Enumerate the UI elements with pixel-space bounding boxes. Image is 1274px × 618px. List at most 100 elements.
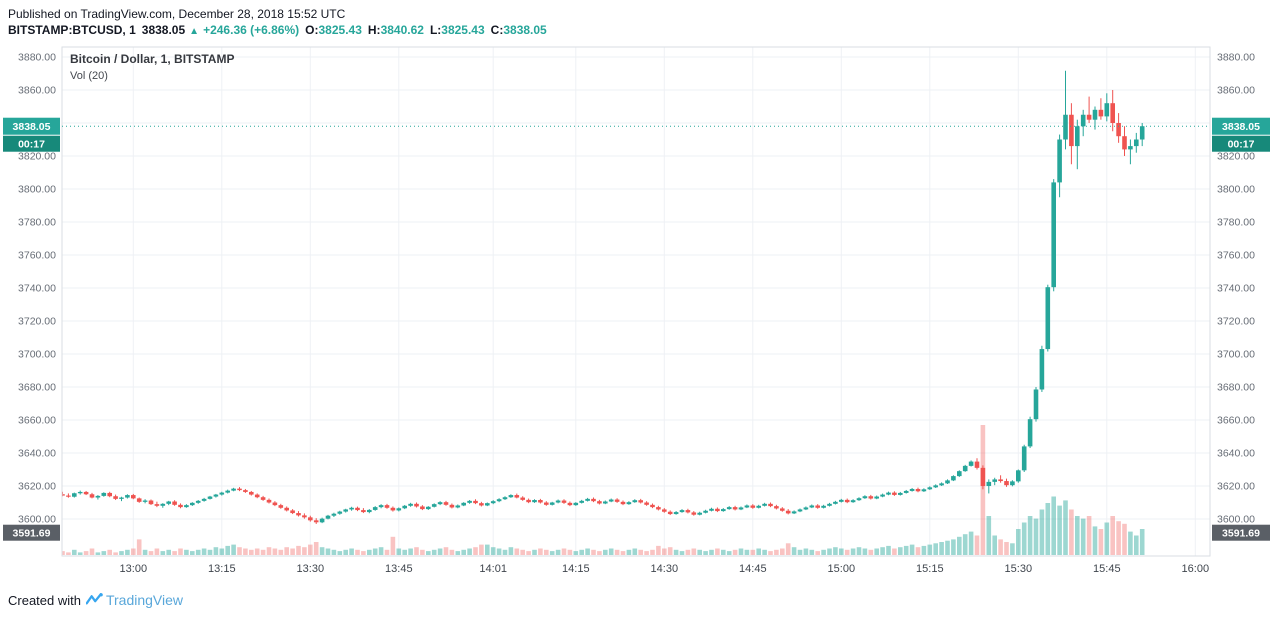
time-axis-label: 14:01	[479, 563, 507, 575]
countdown-badge-left	[3, 135, 60, 152]
candle-body	[1092, 109, 1098, 120]
volume-bar	[113, 552, 118, 555]
last-price-badge-right	[1212, 117, 1270, 135]
volume-bar	[508, 547, 514, 555]
volume-bar	[207, 549, 213, 555]
volume-bar	[260, 549, 266, 555]
volume-bar	[1010, 543, 1015, 555]
up-arrow-icon: ▲	[189, 26, 200, 37]
candle-body	[709, 508, 714, 511]
volume-bar	[774, 549, 779, 555]
volume-bar	[62, 551, 65, 555]
volume-bar	[933, 543, 938, 555]
candle-body	[390, 507, 396, 511]
candle-body	[738, 507, 744, 510]
volume-bar	[178, 548, 183, 555]
candle-body	[915, 488, 921, 492]
volume-bar	[1063, 500, 1068, 555]
candle-body	[561, 500, 567, 503]
candle-body	[697, 512, 702, 515]
session-low-badge-left-text: 3591.69	[13, 528, 51, 540]
candle-body	[532, 500, 537, 503]
tradingview-link[interactable]: TradingView	[85, 592, 184, 608]
candle-body	[125, 495, 130, 498]
candle-body	[921, 489, 927, 492]
candle-body	[473, 500, 478, 504]
time-axis-label: 13:15	[208, 563, 236, 575]
candle-body	[898, 492, 903, 495]
volume-bar	[886, 545, 891, 555]
candle-body	[213, 494, 219, 497]
candle-body	[467, 500, 472, 503]
price-axis-label: 3820.00	[18, 151, 56, 163]
volume-bar	[308, 544, 313, 555]
volume-bar	[496, 548, 502, 555]
volume-bar	[555, 549, 561, 555]
volume-bar	[201, 548, 207, 555]
volume-bar	[909, 544, 915, 555]
ohlc-low: L:3825.43	[429, 23, 485, 37]
volume-bar	[968, 531, 974, 555]
price-axis-label: 3720.00	[18, 316, 56, 328]
volume-bar	[1057, 505, 1062, 555]
volume-bar	[809, 549, 815, 555]
volume-bar	[962, 534, 968, 555]
volume-bar	[272, 548, 278, 555]
volume-bar	[243, 548, 248, 555]
candle-body	[791, 511, 797, 514]
volume-bar	[1027, 516, 1033, 555]
volume-bar	[732, 549, 738, 555]
volume-bar	[237, 547, 242, 555]
candle-body	[1016, 470, 1021, 482]
price-axis-label: 3880.00	[1217, 52, 1255, 64]
volume-bar	[1016, 529, 1021, 555]
time-axis-label: 13:00	[120, 563, 148, 575]
volume-bar	[614, 549, 620, 555]
volume-bar	[337, 551, 343, 555]
candle-body	[190, 502, 195, 506]
volume-bar	[455, 551, 461, 555]
candle-body	[620, 501, 626, 505]
price-axis-label: 3800.00	[18, 184, 56, 196]
candle-body	[850, 500, 856, 503]
volume-bar	[72, 549, 77, 555]
ohlc-close: C:3838.05	[490, 23, 547, 37]
time-axis[interactable]: 13:00 13:15 13:30 13:45 14:01 14:15 14:30 14:45…	[120, 563, 1210, 575]
candle-body	[555, 500, 561, 503]
volume-bar	[603, 549, 608, 555]
price-axis-label: 3700.00	[18, 349, 56, 361]
candle-body	[83, 491, 89, 495]
volume-bar	[673, 549, 679, 555]
volume-bar	[803, 548, 809, 555]
time-axis-label: 16:00	[1182, 563, 1210, 575]
volume-bar	[284, 547, 289, 555]
volume-bar	[1069, 509, 1074, 555]
volume-bar	[715, 548, 720, 555]
volume-bar	[780, 548, 785, 555]
candle-body	[526, 499, 531, 503]
tradingview-wordmark: TradingView	[105, 592, 184, 608]
candle-body	[107, 492, 112, 497]
volume-bar	[892, 548, 897, 555]
candle-body	[1139, 126, 1145, 140]
candle-body	[868, 496, 874, 499]
volume-bar	[1092, 526, 1098, 555]
volume-bar	[1104, 522, 1110, 555]
volume-bar	[266, 547, 272, 555]
volume-bar	[927, 544, 933, 555]
candle-body	[650, 504, 655, 508]
countdown-badge-right-text: 00:17	[1228, 139, 1255, 151]
volume-bar	[797, 549, 803, 555]
plot-area[interactable]	[60, 70, 1145, 555]
volume-bar	[844, 549, 850, 555]
volume-bar	[685, 549, 691, 555]
time-axis-label: 13:45	[385, 563, 413, 575]
volume-bar	[850, 548, 856, 555]
candle-body	[626, 502, 632, 505]
time-axis-label: 14:15	[562, 563, 590, 575]
candle-body	[1098, 109, 1104, 117]
volume-bar	[443, 547, 449, 555]
candle-body	[632, 500, 638, 503]
candle-body	[296, 513, 301, 516]
